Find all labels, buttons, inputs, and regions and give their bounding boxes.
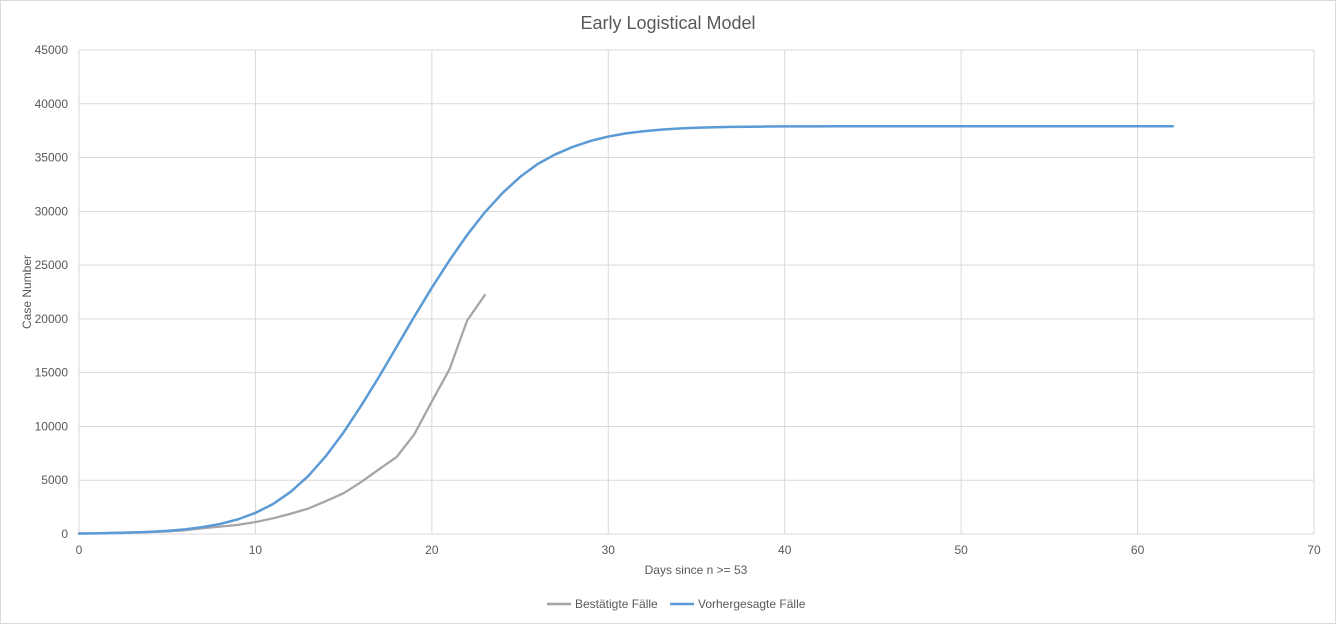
chart-title: Early Logistical Model — [580, 13, 755, 33]
legend: Bestätigte Fälle Vorhergesagte Fälle — [547, 597, 806, 611]
y-tick-label: 10000 — [35, 419, 69, 433]
x-tick-label: 20 — [425, 543, 439, 557]
y-tick-label: 35000 — [35, 151, 69, 165]
y-tick-label: 5000 — [41, 473, 68, 487]
y-tick-label: 20000 — [35, 312, 69, 326]
x-axis-label: Days since n >= 53 — [645, 563, 748, 577]
x-tick-label: 40 — [778, 543, 792, 557]
y-tick-label: 30000 — [35, 204, 69, 218]
x-tick-label: 50 — [954, 543, 968, 557]
axes: 0 5000 10000 15000 20000 25000 30000 35000 40000… — [35, 43, 1321, 557]
y-axis-label: Case Number — [20, 255, 34, 329]
legend-label: Bestätigte Fälle — [575, 597, 658, 611]
series-lines — [77, 125, 1175, 535]
x-tick-label: 60 — [1131, 543, 1145, 557]
y-tick-label: 40000 — [35, 97, 69, 111]
x-tick-label: 0 — [76, 543, 83, 557]
series-line-predicted — [77, 125, 1175, 535]
legend-label: Vorhergesagte Fälle — [698, 597, 806, 611]
y-tick-label: 0 — [61, 527, 68, 541]
y-tick-label: 45000 — [35, 43, 69, 57]
y-tick-label: 25000 — [35, 258, 69, 272]
x-tick-label: 30 — [602, 543, 616, 557]
x-tick-label: 10 — [249, 543, 263, 557]
y-tick-label: 15000 — [35, 366, 69, 380]
gridlines — [78, 49, 1315, 535]
x-tick-label: 70 — [1307, 543, 1321, 557]
